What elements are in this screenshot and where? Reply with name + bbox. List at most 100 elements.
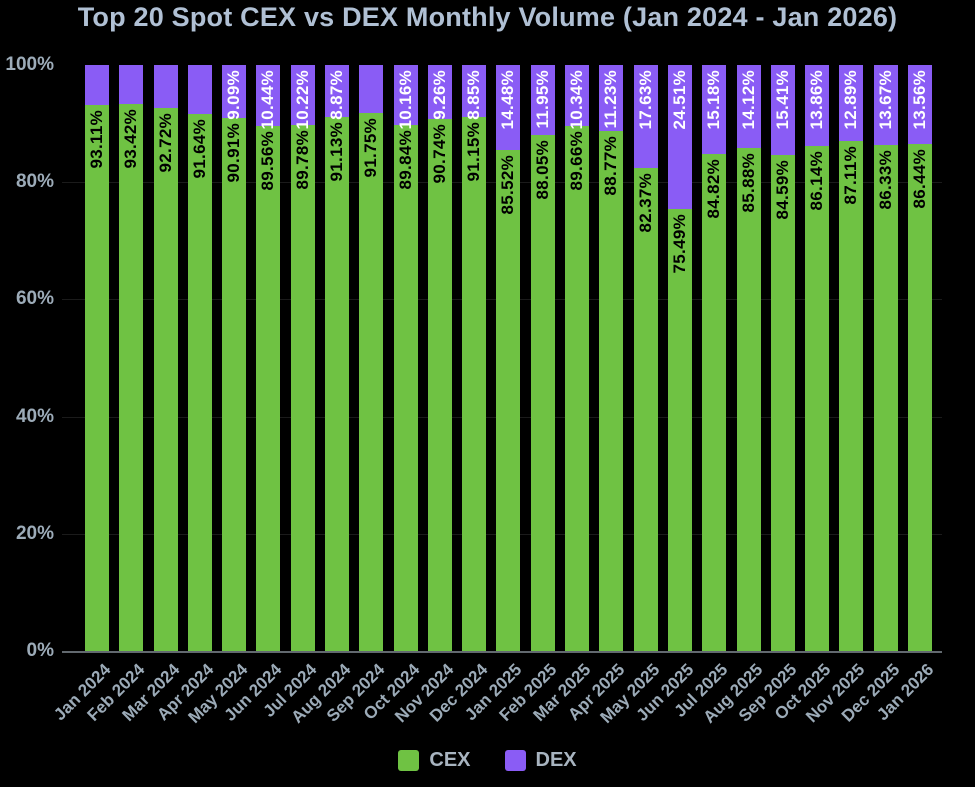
bar-cex-segment	[427, 119, 452, 651]
dex-value-label: 13.67%	[875, 70, 895, 130]
bar-dex-segment	[667, 65, 692, 209]
cex-value-label: 84.59%	[772, 160, 792, 220]
bar-dex-segment	[119, 65, 144, 104]
bar-dex-segment	[599, 65, 624, 131]
cex-value-label: 86.14%	[807, 151, 827, 211]
bar-dex-segment	[805, 65, 830, 147]
bar-dex-segment	[839, 65, 864, 141]
dex-value-label: 11.95%	[532, 70, 552, 129]
bar-cex-segment	[153, 107, 178, 651]
bar-cex-segment	[530, 135, 555, 651]
bar-cex-segment	[462, 116, 487, 651]
dex-value-label: 9.09%	[224, 70, 244, 120]
bar-cex-segment	[119, 103, 144, 651]
cex-value-label: 82.37%	[635, 173, 655, 233]
y-tick-label: 0%	[26, 640, 54, 661]
bar-dex-segment	[873, 65, 898, 146]
bar-cex-segment	[290, 124, 315, 651]
bar-cex-segment	[187, 113, 212, 651]
dex-value-label: 15.41%	[772, 70, 792, 130]
dex-value-label: 10.34%	[567, 70, 587, 130]
bar-cex-segment	[839, 140, 864, 651]
dex-value-label: 10.16%	[395, 70, 415, 130]
cex-value-label: 93.11%	[87, 110, 106, 169]
dex-value-label: 14.48%	[498, 70, 518, 130]
dex-value-label: 13.86%	[807, 70, 827, 130]
bar-dex-segment	[290, 65, 315, 125]
bar-dex-segment	[393, 65, 418, 125]
dex-value-label: 17.63%	[635, 70, 655, 130]
bar-cex-segment	[907, 144, 932, 651]
bar-dex-segment	[359, 65, 384, 114]
bar-cex-segment	[393, 124, 418, 651]
cex-value-label: 91.15%	[464, 121, 484, 182]
dex-value-label: 15.18%	[704, 70, 724, 130]
dex-value-label: 24.51%	[669, 70, 689, 130]
bar-cex-segment	[702, 153, 727, 651]
bar-dex-segment	[530, 65, 555, 136]
legend-item-cex: CEX	[398, 749, 471, 772]
y-tick-label: 80%	[15, 171, 54, 193]
legend-item-dex: DEX	[504, 749, 577, 772]
cex-value-label: 89.84%	[395, 129, 415, 189]
bar-cex-segment	[805, 146, 830, 651]
bar-dex-segment	[222, 65, 247, 119]
bar-dex-segment	[702, 65, 727, 154]
x-axis-line	[62, 651, 942, 653]
cex-value-label: 90.74%	[429, 124, 449, 184]
cex-value-label: 89.66%	[567, 130, 587, 191]
bar-cex-segment	[873, 145, 898, 651]
bar-dex-segment	[153, 65, 178, 108]
bar-cex-segment	[359, 113, 384, 651]
bar-dex-segment	[770, 65, 795, 156]
dex-value-label: 12.89%	[841, 70, 861, 130]
dex-value-label: 14.12%	[738, 70, 758, 130]
legend-swatch-cex	[398, 750, 420, 771]
cex-value-label: 91.75%	[361, 118, 381, 178]
dex-value-label: 13.56%	[909, 70, 929, 130]
bar-cex-segment	[222, 118, 247, 651]
bar-cex-segment	[599, 130, 624, 651]
cex-value-label: 86.33%	[875, 150, 895, 210]
cex-value-label: 85.52%	[498, 154, 518, 215]
legend: CEX DEX	[0, 749, 975, 772]
bar-cex-segment	[736, 147, 761, 651]
cex-value-label: 89.56%	[258, 131, 278, 191]
dex-value-label: 8.87%	[327, 70, 347, 120]
bar-dex-segment	[325, 65, 350, 117]
bar-cex-segment	[496, 149, 521, 651]
y-tick-label: 40%	[15, 405, 54, 427]
y-tick-label: 60%	[15, 288, 54, 310]
y-tick-label: 20%	[15, 522, 54, 544]
bar-dex-segment	[85, 65, 109, 106]
cex-value-label: 93.42%	[121, 108, 141, 169]
cex-value-label: 84.82%	[704, 158, 724, 219]
bar-cex-segment	[325, 116, 350, 651]
bar-cex-segment	[667, 208, 692, 651]
bar-cex-segment	[633, 168, 658, 651]
cex-value-label: 90.91%	[224, 123, 244, 183]
cex-value-label: 85.88%	[738, 152, 758, 213]
chart-title: Top 20 Spot CEX vs DEX Monthly Volume (J…	[77, 2, 898, 32]
bar-dex-segment	[462, 65, 487, 117]
bar-dex-segment	[736, 65, 761, 148]
bar-dex-segment	[187, 65, 212, 114]
cex-value-label: 88.77%	[601, 135, 621, 196]
dex-value-label: 9.26%	[429, 70, 449, 120]
cex-value-label: 89.78%	[292, 129, 312, 190]
bar-cex-segment	[85, 105, 109, 651]
dex-value-label: 10.22%	[292, 70, 312, 130]
bar-dex-segment	[907, 65, 932, 145]
dex-value-label: 11.23%	[601, 70, 621, 129]
bar-dex-segment	[256, 65, 281, 127]
cex-value-label: 87.11%	[841, 145, 861, 205]
bar-cex-segment	[256, 126, 281, 651]
bar-dex-segment	[496, 65, 521, 150]
dex-value-label: 10.44%	[258, 70, 278, 130]
legend-label-dex: DEX	[535, 749, 577, 771]
cex-value-label: 88.05%	[532, 140, 552, 200]
cex-value-label: 91.13%	[327, 121, 347, 182]
bar-dex-segment	[565, 65, 590, 126]
dex-value-label: 8.85%	[464, 70, 484, 120]
